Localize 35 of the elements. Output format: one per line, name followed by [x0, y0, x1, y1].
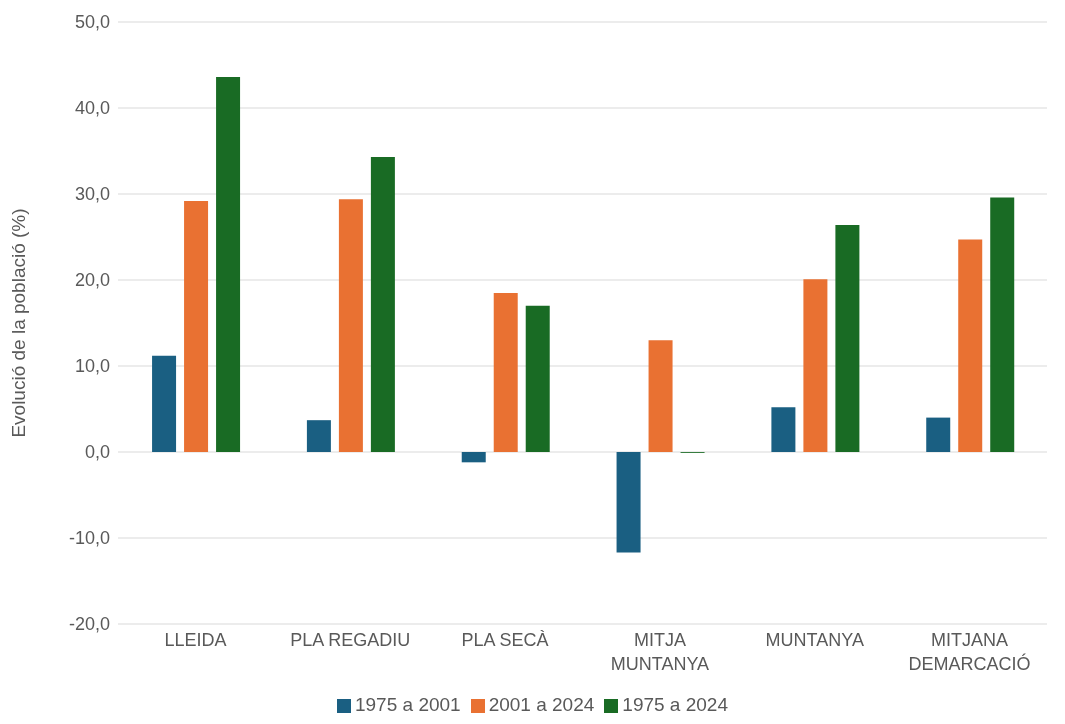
- legend-label: 1975 a 2024: [622, 694, 728, 715]
- bar: [835, 224, 860, 452]
- y-tick-label: 10,0: [74, 356, 110, 377]
- y-tick-label: -10,0: [68, 528, 110, 549]
- bar: [152, 355, 177, 452]
- bar: [958, 239, 983, 452]
- y-tick-label: 40,0: [74, 98, 110, 119]
- bar: [926, 417, 951, 452]
- bar: [648, 340, 673, 452]
- bar: [803, 279, 828, 452]
- x-tick-label: PLA REGADIU: [290, 630, 411, 650]
- legend-label: 2001 a 2024: [488, 694, 595, 715]
- bar: [216, 77, 241, 452]
- bar: [306, 420, 331, 452]
- y-tick-label: 0,0: [84, 442, 110, 463]
- bar: [370, 157, 395, 452]
- legend-label: 1975 a 2001: [354, 694, 461, 715]
- x-tick-label: MITJANA DEMARCACIÓ: [908, 630, 1031, 674]
- bar: [771, 407, 796, 452]
- y-tick-label: 50,0: [74, 12, 110, 33]
- y-tick-label: -20,0: [68, 614, 110, 635]
- y-tick-label: 20,0: [74, 270, 110, 291]
- bar: [616, 452, 641, 553]
- bar: [184, 200, 209, 452]
- x-tick-label: MITJA MUNTANYA: [610, 630, 710, 674]
- bar: [338, 199, 363, 452]
- bar: [461, 452, 486, 463]
- bar: [493, 292, 518, 452]
- y-axis-title: Evolució de la població (%): [7, 208, 29, 438]
- y-tick-label: 30,0: [74, 184, 110, 205]
- x-tick-label: PLA SECÀ: [461, 630, 549, 650]
- bar: [990, 197, 1015, 452]
- x-tick-label: LLEIDA: [164, 630, 227, 650]
- x-tick-label: MUNTANYA: [765, 630, 864, 650]
- bar: [525, 305, 550, 452]
